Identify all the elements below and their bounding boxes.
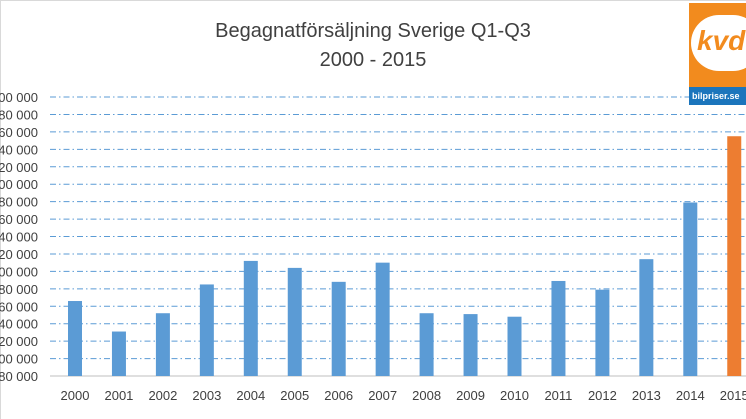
x-tick-label: 2005 <box>280 388 309 403</box>
x-tick-label: 2002 <box>148 388 177 403</box>
y-tick-label: 360 000 <box>0 299 38 314</box>
y-tick-label: 540 000 <box>0 142 38 157</box>
y-tick-label: 460 000 <box>0 212 38 227</box>
x-tick-label: 2009 <box>456 388 485 403</box>
logo-white-shape <box>691 15 746 71</box>
chart-border-top <box>0 0 746 1</box>
bar-2005 <box>287 267 302 376</box>
bar-2007 <box>375 262 390 376</box>
bar-2000 <box>68 301 82 376</box>
bar-2009 <box>463 314 478 376</box>
x-tick-label: 2010 <box>500 388 529 403</box>
y-tick-label: 560 000 <box>0 125 38 140</box>
y-tick-label: 500 000 <box>0 177 38 192</box>
x-tick-label: 2000 <box>61 388 90 403</box>
bar-2014 <box>683 202 698 376</box>
y-tick-label: 600 000 <box>0 90 38 105</box>
bar-2002 <box>155 313 170 376</box>
x-tick-label: 2012 <box>588 388 617 403</box>
bar-2008 <box>419 313 434 376</box>
x-tick-label: 2001 <box>104 388 133 403</box>
bar-2013 <box>639 259 654 376</box>
x-tick-label: 2015 <box>720 388 746 403</box>
chart-border-left <box>0 0 1 419</box>
bar-2001 <box>111 331 126 376</box>
y-tick-label: 440 000 <box>0 230 38 245</box>
y-tick-label: 480 000 <box>0 195 38 210</box>
logo-brand-text: kvd <box>697 25 746 56</box>
kvd-logo: kvd bilpriser.se <box>689 3 746 105</box>
bar-2004 <box>243 260 258 376</box>
y-tick-label: 320 000 <box>0 334 38 349</box>
y-tick-label: 280 000 <box>0 369 38 384</box>
x-tick-label: 2004 <box>236 388 265 403</box>
x-tick-label: 2006 <box>324 388 353 403</box>
x-tick-label: 2014 <box>676 388 705 403</box>
bar-2006 <box>331 281 346 376</box>
y-tick-label: 400 000 <box>0 264 38 279</box>
x-tick-label: 2013 <box>632 388 661 403</box>
y-tick-label: 520 000 <box>0 160 38 175</box>
bar-2010 <box>507 316 522 376</box>
bar-2012 <box>595 289 610 376</box>
x-tick-label: 2011 <box>544 388 572 403</box>
y-tick-label: 340 000 <box>0 317 38 332</box>
logo-orange-panel: kvd <box>689 3 746 87</box>
y-tick-label: 580 000 <box>0 107 38 122</box>
chart-subtitle: 2000 - 2015 <box>319 49 427 71</box>
y-tick-label: 420 000 <box>0 247 38 262</box>
x-tick-label: 2003 <box>192 388 221 403</box>
x-tick-label: 2008 <box>412 388 441 403</box>
bar-2015 <box>727 136 742 376</box>
logo-site-text: bilpriser.se <box>689 87 746 105</box>
bar-2011 <box>551 280 566 376</box>
y-tick-label: 380 000 <box>0 282 38 297</box>
chart-title: Begagnatförsäljning Sverige Q1-Q3 <box>215 20 531 42</box>
x-tick-label: 2007 <box>368 388 397 403</box>
bar-2003 <box>199 284 214 376</box>
y-tick-label: 300 000 <box>0 352 38 367</box>
